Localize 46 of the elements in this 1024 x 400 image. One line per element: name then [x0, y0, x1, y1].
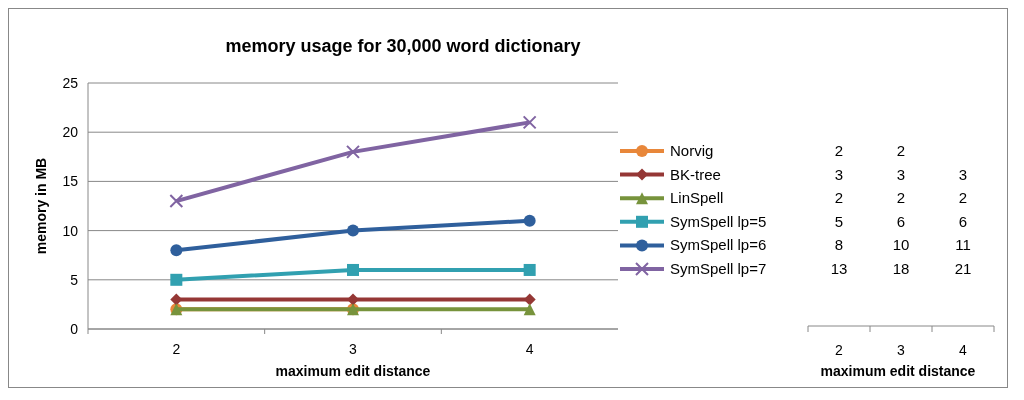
point [170, 244, 183, 257]
x-tick-label: 4 [525, 341, 534, 357]
text: 6 [958, 212, 968, 230]
point [347, 293, 359, 306]
legend-label: BK-tree [670, 165, 721, 183]
chart-title: memory usage for 30,000 word dictionary [225, 36, 581, 56]
text: 13 [830, 260, 848, 277]
text: 11 [955, 236, 971, 254]
point [347, 263, 359, 276]
x-axis-title: maximum edit distance [275, 363, 431, 379]
legend-label: LinSpell [670, 189, 724, 207]
legend-label: Norvig [670, 142, 714, 159]
y-tick-label: 20 [62, 124, 79, 141]
text: 10 [892, 236, 910, 254]
text: 3 [896, 165, 906, 183]
text: maximum edit distance [820, 363, 976, 379]
point [170, 273, 183, 286]
text: 2 [834, 189, 844, 207]
point [522, 115, 537, 130]
point [169, 194, 184, 209]
y-tick-label: 25 [62, 75, 79, 91]
text: 18 [892, 260, 910, 277]
point [523, 214, 536, 227]
point [347, 224, 359, 237]
text: 2 [896, 189, 906, 207]
text: 8 [834, 236, 844, 254]
y-tick-label: 5 [70, 271, 79, 288]
point [346, 144, 360, 159]
y-axis-title: memory in MB [33, 157, 49, 255]
text: 21 [954, 260, 972, 277]
x-tick-label: 2 [172, 341, 181, 357]
text: 2 [896, 142, 906, 159]
y-tick-label: 15 [62, 173, 79, 190]
text: 3 [958, 165, 968, 183]
text: 2 [958, 189, 968, 207]
category-label: 2 [834, 142, 844, 159]
y-tick-label: 0 [70, 321, 79, 337]
text: 5 [834, 212, 844, 230]
legend-label: SymSpell lp=6 [670, 236, 767, 254]
y-tick-label: 10 [62, 222, 79, 239]
point [523, 263, 536, 276]
x-tick-label: 3 [349, 341, 358, 357]
legend-label: SymSpell lp=5 [670, 212, 767, 230]
category-label: 3 [834, 165, 844, 183]
text: 6 [896, 212, 906, 230]
legend-label: SymSpell lp=7 [670, 260, 767, 277]
